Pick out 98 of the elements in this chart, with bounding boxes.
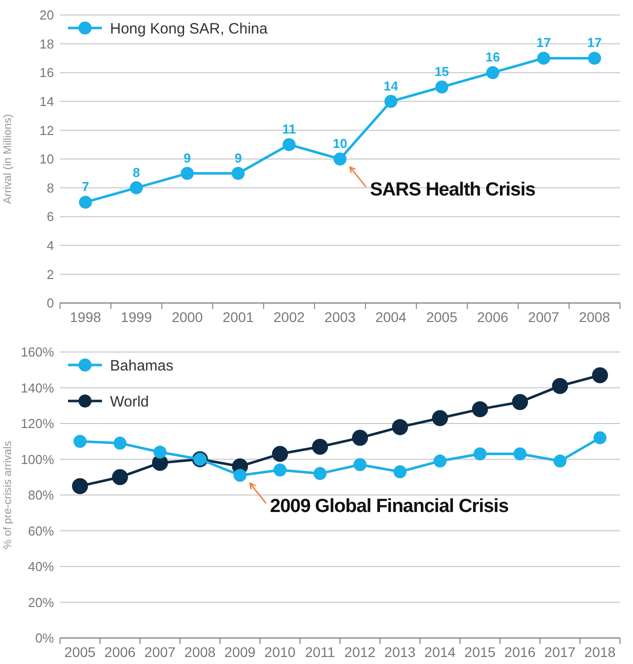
legend-label: Bahamas [110,357,174,374]
data-label: 15 [434,64,450,79]
y-tick-label: 60% [28,523,54,538]
point [435,80,448,94]
point [72,478,88,494]
point [592,367,608,384]
data-label: 14 [384,78,399,94]
point [154,446,166,459]
x-tick-label: 2008 [184,644,216,660]
x-tick-label: 2007 [144,644,176,660]
data-label: 8 [132,164,140,180]
data-label: 10 [332,136,348,151]
x-tick-label: 2012 [344,644,376,660]
x-tick-label: 1999 [120,309,152,325]
x-tick-label: 2016 [504,644,536,660]
y-axis-title: % of pre-crisis arrivals [2,440,14,550]
y-tick-label: 160% [20,344,54,360]
y-tick-label: 120% [20,416,54,432]
point [274,463,286,476]
point [114,436,126,450]
point [180,166,194,180]
x-tick-label: 2013 [384,644,416,660]
x-tick-label: 2011 [304,644,336,660]
data-label: 9 [234,150,242,166]
y-tick-label: 0% [35,630,54,646]
x-tick-label: 2014 [424,644,456,660]
y-axis-title: Arrival (in Millions) [2,114,14,204]
legend-label: World [110,393,149,410]
data-label: 7 [82,179,90,194]
x-tick-label: 2005 [64,644,96,660]
y-tick-label: 2 [46,266,54,282]
x-tick-label: 2009 [224,644,256,660]
point [234,468,246,482]
x-tick-label: 2005 [426,309,458,325]
y-tick-label: 12 [40,122,54,138]
x-tick-label: 2015 [464,644,496,660]
point [392,419,408,436]
x-tick-label: 2003 [324,309,356,325]
point [594,431,606,444]
x-tick-label: 2006 [477,309,509,325]
y-tick-label: 16 [40,65,54,80]
x-tick-label: 2001 [222,309,254,325]
point [394,465,406,478]
data-label: 9 [184,150,191,166]
point [514,447,526,460]
point [554,454,566,468]
y-tick-label: 40% [28,559,54,574]
x-tick-label: 2002 [274,309,305,325]
data-label: 17 [587,35,602,50]
x-tick-label: 2006 [104,644,136,660]
point [432,410,448,426]
x-tick-label: 2010 [264,644,296,660]
data-label: 11 [282,122,296,137]
annotation: SARS Health Crisis [370,180,536,201]
point [588,52,602,65]
point [354,458,366,472]
point [352,430,368,446]
y-tick-label: 20% [28,594,54,610]
annotation: 2009 Global Financial Crisis [270,496,508,517]
y-tick-label: 140% [20,380,54,396]
point [537,52,550,65]
y-tick-label: 4 [46,238,54,253]
x-tick-label: 2008 [578,309,610,325]
point [552,378,568,394]
point [474,447,486,460]
y-tick-label: 14 [40,94,54,109]
x-tick-label: 2017 [544,644,576,660]
y-tick-label: 100% [20,452,54,467]
y-tick-label: 0 [46,296,54,311]
y-tick-label: 20 [40,8,54,23]
point [232,166,245,180]
y-tick-label: 8 [46,180,54,196]
point [312,438,328,455]
x-tick-label: 2000 [172,309,204,325]
x-tick-label: 2018 [584,644,616,660]
y-tick-label: 18 [40,36,54,52]
x-tick-label: 1998 [70,309,102,325]
y-tick-label: 80% [28,488,54,503]
point [112,469,128,486]
legend-label: Hong Kong SAR, China [110,20,268,38]
point [434,454,446,468]
point [282,138,296,152]
data-label: 17 [536,35,551,50]
data-label: 16 [485,50,500,65]
point [314,467,326,480]
y-tick-label: 10 [40,152,54,167]
point [272,446,288,462]
y-tick-label: 6 [46,209,54,224]
x-tick-label: 2004 [375,309,407,325]
point [334,152,346,166]
point [130,181,143,194]
point [512,394,528,410]
point [384,94,398,108]
x-tick-label: 2007 [528,309,560,325]
point [78,196,92,209]
point [472,401,488,418]
point [74,434,86,448]
point [486,66,500,80]
